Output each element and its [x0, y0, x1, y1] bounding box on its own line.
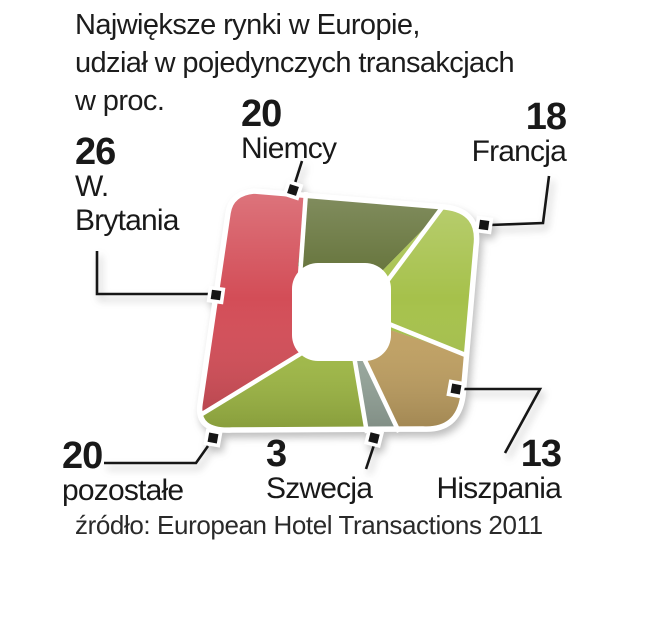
chart-title-line-2: udział w pojedynczych transakcjach — [75, 47, 515, 79]
segment-value-hiszpania: 13 — [520, 433, 562, 475]
segment-value-niemcy: 20 — [241, 93, 282, 135]
callout-line-niemcy — [293, 160, 304, 184]
segment-name-hiszpania: Hiszpania — [436, 472, 561, 505]
donut-outline — [196, 188, 480, 433]
segment-name-w-brytania-line1: W. — [75, 170, 109, 203]
segment-label-niemcy: 20 Niemcy — [241, 93, 337, 166]
source-line: źródło: European Hotel Transactions 2011 — [75, 510, 543, 540]
marker-hiszpania — [446, 379, 466, 399]
marker-francja — [474, 215, 494, 235]
chart-title-line-1: Największe rynki w Europie, — [75, 9, 420, 41]
marker-niemcy — [282, 179, 304, 201]
callout-markers — [203, 179, 494, 449]
segment-name-szwecja: Szwecja — [266, 472, 373, 505]
segment-label-w-brytania: 26 W. Brytania — [75, 131, 179, 238]
segment-label-hiszpania: 13 Hiszpania — [436, 433, 562, 506]
segment-name-w-brytania-line2: Brytania — [75, 204, 179, 237]
segment-name-niemcy: Niemcy — [241, 132, 337, 165]
callout-line-pozostale — [104, 445, 210, 465]
segment-value-francja: 18 — [525, 96, 567, 138]
segment-label-pozostale: 20 pozostałe — [62, 435, 184, 508]
segment-label-szwecja: 3 Szwecja — [266, 433, 373, 506]
callout-line-francja — [489, 175, 551, 227]
callout-lines — [95, 160, 551, 470]
chart-title-line-3: w proc. — [75, 85, 165, 117]
segment-value-szwecja: 3 — [266, 433, 287, 475]
donut-hole — [292, 263, 391, 361]
callout-line-hiszpania — [462, 387, 543, 454]
chart-title: Największe rynki w Europie, udział w poj… — [75, 6, 515, 120]
segment-value-w-brytania: 26 — [75, 131, 116, 173]
segment-value-pozostale: 20 — [62, 435, 103, 477]
marker-pozostale — [203, 428, 223, 448]
segment-name-pozostale: pozostałe — [62, 474, 184, 507]
callout-line-w-brytania — [95, 251, 208, 296]
segment-label-francja: 18 Francja — [471, 96, 567, 169]
marker-szwecja — [363, 427, 385, 449]
segment-name-francja: Francja — [471, 135, 567, 168]
marker-w-brytania — [206, 285, 226, 305]
callout-line-szwecja — [364, 444, 376, 470]
